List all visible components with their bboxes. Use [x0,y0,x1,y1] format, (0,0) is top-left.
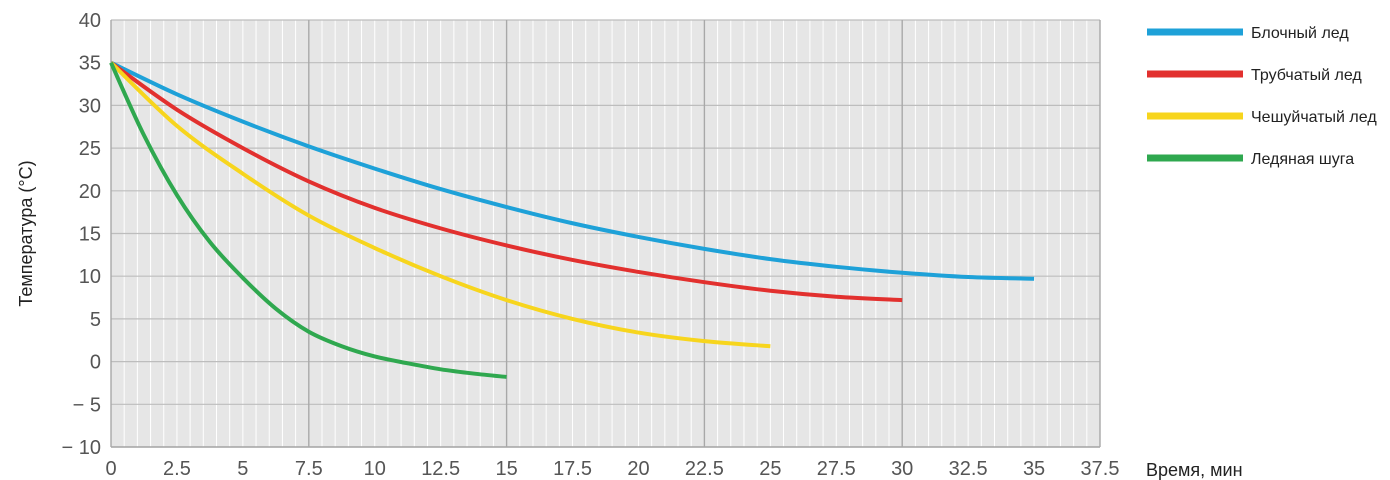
x-tick-label: 5 [237,458,248,480]
x-tick-label: 10 [364,458,386,480]
legend-layer: Блочный лед Трубчатый лед Чешуйчатый лед Ле… [1147,25,1377,168]
x-tick-label: 12.5 [421,458,460,480]
y-tick-label: 0 [90,352,101,374]
y-tick-label: 30 [79,95,101,117]
x-tick-label: 35 [1023,458,1045,480]
x-tick-label: 32.5 [949,458,988,480]
y-tick-label: 40 [79,10,101,32]
grid-layer [111,19,1101,448]
y-axis-title: Температура (°C) [16,160,36,306]
x-tick-label: 7.5 [295,458,323,480]
x-tick-label: 0 [105,458,116,480]
x-tick-label: 37.5 [1081,458,1120,480]
x-tick-label: 2.5 [163,458,191,480]
legend-label-2: Трубчатый лед [1251,67,1362,84]
y-tick-label: 35 [79,53,101,75]
y-tick-label: 10 [79,266,101,288]
x-tick-label: 15 [495,458,517,480]
y-tick-label: 20 [79,181,101,203]
x-tick-label: 25 [759,458,781,480]
x-tick-label: 30 [891,458,913,480]
x-tick-label: 17.5 [553,458,592,480]
legend-label-1: Блочный лед [1251,25,1349,42]
y-tick-label: 15 [79,224,101,246]
y-tick-label: − 5 [73,394,101,416]
legend-label-3: Чешуйчатый лед [1251,109,1377,126]
y-tick-label: 5 [90,309,101,331]
y-tick-label: − 10 [62,437,101,459]
series-layer [109,60,1035,379]
x-tick-label: 22.5 [685,458,724,480]
x-tick-label: 20 [627,458,649,480]
y-tick-label: 25 [79,138,101,160]
series-line-3 [109,61,771,349]
series-line-4 [109,61,507,379]
x-tick-label: 27.5 [817,458,856,480]
legend-label-4: Ледяная шуга [1251,151,1354,168]
series-line-1 [110,60,1035,281]
x-axis-title: Время, мин [1146,460,1243,480]
series-line-2 [109,61,903,303]
